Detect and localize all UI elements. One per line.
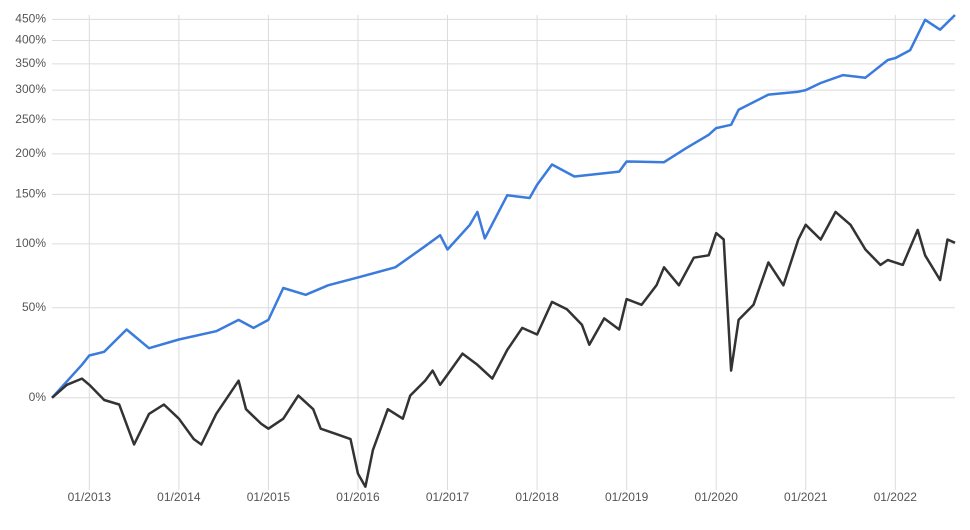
x-tick-label: 01/2018 bbox=[515, 490, 559, 504]
line bbox=[51, 14, 956, 399]
y-tick-label: 400% bbox=[15, 33, 46, 47]
y-tick-label: 0% bbox=[29, 390, 47, 404]
x-tick-label: 01/2013 bbox=[68, 490, 112, 504]
y-tick-label: 300% bbox=[15, 82, 46, 96]
x-tick-label: 01/2021 bbox=[784, 490, 828, 504]
x-tick-label: 01/2017 bbox=[426, 490, 470, 504]
x-tick-label: 01/2014 bbox=[157, 490, 201, 504]
x-tick-label: 01/2022 bbox=[874, 490, 918, 504]
y-tick-label: 200% bbox=[15, 146, 46, 160]
y-tick-label: 250% bbox=[15, 112, 46, 126]
y-tick-label: 100% bbox=[15, 236, 46, 250]
x-tick-label: 01/2020 bbox=[694, 490, 738, 504]
x-tick-label: 01/2019 bbox=[605, 490, 649, 504]
y-tick-label: 150% bbox=[15, 187, 46, 201]
line bbox=[51, 210, 956, 488]
y-tick-label: 50% bbox=[22, 300, 46, 314]
x-tick-label: 01/2015 bbox=[247, 490, 291, 504]
y-tick-label: 350% bbox=[15, 56, 46, 70]
x-tick-label: 01/2016 bbox=[336, 490, 380, 504]
y-tick-label: 450% bbox=[15, 12, 46, 26]
